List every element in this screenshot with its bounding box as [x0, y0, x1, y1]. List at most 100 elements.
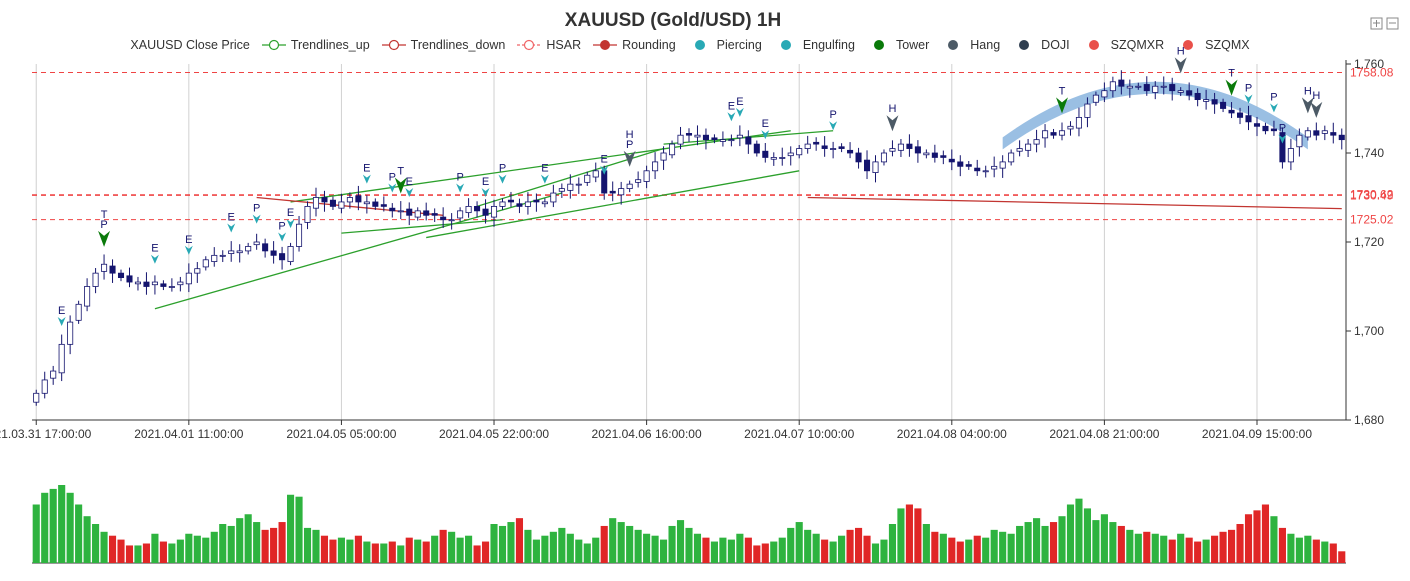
candle	[33, 392, 40, 403]
x-tick-label: 2021.04.08 21:00:00	[1049, 427, 1159, 441]
volume-bar	[312, 529, 320, 563]
legend-item[interactable]: Rounding	[593, 38, 676, 52]
volume-bar	[838, 535, 846, 563]
volume-bar	[1211, 535, 1219, 563]
toolbox[interactable]	[1369, 16, 1401, 37]
candle	[109, 265, 116, 274]
y-tick-label: 1,740	[1354, 146, 1384, 160]
candle	[813, 141, 820, 145]
candle	[592, 170, 599, 178]
volume-bar	[753, 545, 761, 563]
candle	[1135, 85, 1142, 88]
legend: XAUUSD Close Price Trendlines_up Trendline…	[0, 38, 1380, 52]
candle	[855, 152, 862, 163]
candle	[474, 205, 481, 212]
volume-bar	[1304, 535, 1312, 563]
volume-bar	[1202, 539, 1210, 563]
legend-item[interactable]: Trendlines_up	[261, 38, 370, 52]
pattern-marker-icon	[540, 174, 549, 184]
legend-item[interactable]: HSAR	[517, 38, 581, 52]
candle	[1194, 92, 1201, 101]
legend-item[interactable]: Engulfing	[774, 38, 855, 52]
volume-bar	[897, 508, 905, 563]
candle	[397, 210, 404, 213]
candle	[923, 152, 930, 156]
x-tick-label: 2021.04.05 22:00:00	[439, 427, 549, 441]
legend-item[interactable]: Hang	[941, 38, 1000, 52]
candle	[618, 188, 625, 196]
candle	[228, 250, 235, 254]
volume-bar	[600, 525, 608, 563]
candle	[1008, 152, 1015, 163]
legend-item[interactable]: Trendlines_down	[381, 38, 505, 52]
volume-bar	[1075, 498, 1083, 563]
candle	[940, 155, 947, 158]
candle	[1220, 101, 1227, 109]
candle	[830, 148, 837, 150]
legend-item[interactable]: XAUUSD Close Price	[130, 38, 249, 52]
pattern-marker-icon	[405, 187, 414, 197]
volume-bar	[880, 539, 888, 563]
volume-bar	[66, 492, 74, 563]
candle	[575, 183, 582, 186]
pattern-label: P	[253, 203, 260, 215]
candle	[363, 201, 370, 205]
volume-bar	[1227, 529, 1236, 563]
candle	[423, 210, 430, 216]
y-tick-label: 1,720	[1354, 235, 1384, 249]
volume-bar	[202, 537, 210, 563]
candle	[1296, 134, 1303, 148]
volume-bar	[1270, 516, 1278, 563]
volume-bar	[193, 535, 201, 563]
volume-bar	[1117, 525, 1125, 563]
pattern-marker-icon	[184, 245, 193, 255]
volume-bar	[1143, 531, 1151, 563]
pattern-label: P	[499, 163, 506, 175]
legend-item[interactable]: DOJI	[1012, 38, 1070, 52]
volume-bar	[49, 488, 57, 563]
candle	[821, 145, 828, 149]
volume-bar	[1219, 531, 1227, 563]
volume-bar	[871, 543, 880, 563]
candle	[1186, 90, 1193, 96]
volume-bar	[1177, 533, 1185, 563]
candlestick-chart: 1,680 1,700 1,720 1,740 1,760 2021.03.31 17:0…	[0, 45, 1394, 441]
legend-item[interactable]: Tower	[867, 38, 929, 52]
volume-bar	[719, 537, 727, 563]
volume-bar	[643, 533, 651, 563]
pattern-label: E	[228, 212, 235, 224]
candle	[490, 205, 498, 218]
volume-bar	[303, 527, 312, 563]
legend-symbol-icon	[1019, 40, 1030, 50]
pattern-marker-icon	[362, 174, 371, 184]
zoom-icon[interactable]	[1369, 16, 1401, 32]
volume-bar	[1321, 541, 1329, 563]
volume-bar	[1016, 525, 1024, 563]
volume-bar	[75, 504, 83, 563]
candle	[1203, 99, 1210, 102]
pattern-label: E	[363, 163, 370, 175]
candle	[694, 134, 701, 138]
pattern-label: P	[100, 219, 107, 231]
candle	[1126, 85, 1133, 89]
volume-bar	[1236, 524, 1244, 563]
volume-bar	[219, 524, 227, 563]
candle	[982, 170, 989, 173]
volume-bar	[770, 541, 778, 563]
pattern-marker-icon	[1174, 57, 1187, 74]
volume-bar	[422, 541, 430, 563]
volume-bar	[388, 541, 396, 563]
x-tick-label: 2021.04.09 15:00:00	[1202, 427, 1312, 441]
volume-bar	[295, 496, 303, 563]
candle	[1253, 123, 1261, 127]
pattern-marker-icon	[481, 187, 490, 197]
pattern-marker-icon	[727, 112, 736, 122]
legend-item[interactable]: Piercing	[688, 38, 762, 52]
legend-symbol-icon	[381, 39, 406, 51]
volume-bar	[456, 537, 464, 563]
legend-item[interactable]: SZQMXR	[1082, 38, 1164, 52]
volume-bar	[1109, 522, 1117, 563]
volume-bar	[380, 543, 388, 563]
legend-item[interactable]: SZQMX	[1176, 38, 1250, 52]
